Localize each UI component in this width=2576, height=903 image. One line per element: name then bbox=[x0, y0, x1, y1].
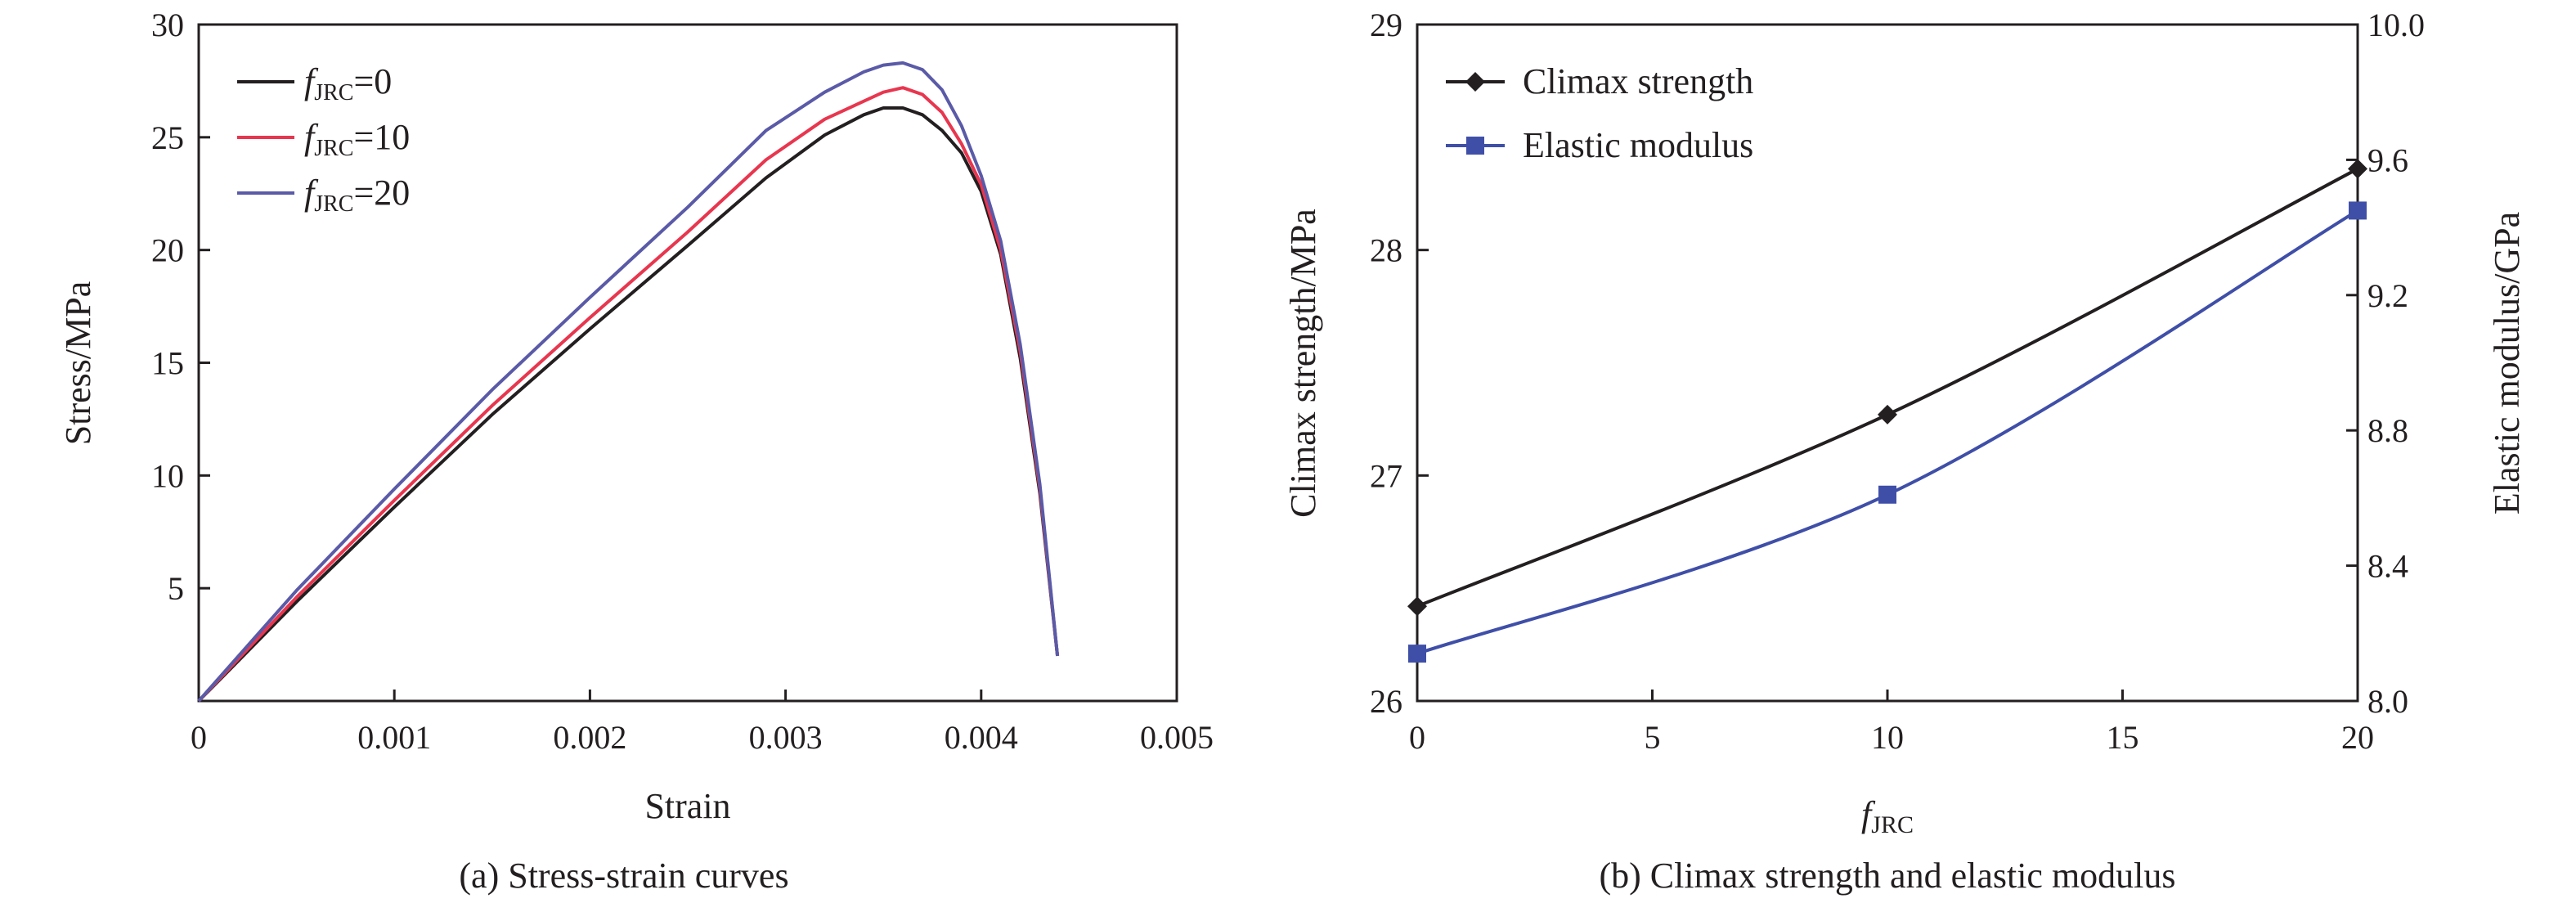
caption-b: (b) Climax strength and elastic modulus bbox=[1599, 856, 2175, 896]
legend-marker-diamond bbox=[1465, 72, 1485, 92]
caption-a: (a) Stress-strain curves bbox=[459, 856, 788, 896]
series-line-fjrc-10 bbox=[197, 86, 1060, 703]
legend-label-a: fJRC=20 bbox=[304, 173, 410, 217]
y-tick-label-a: 20 bbox=[151, 232, 184, 269]
x-tick-label-a: 0.005 bbox=[1140, 719, 1214, 756]
marker-diamond bbox=[1878, 404, 1897, 425]
marker-square bbox=[1408, 645, 1426, 663]
y-tick-label-b-right: 8.8 bbox=[2367, 412, 2408, 449]
y-tick-label-a: 25 bbox=[151, 119, 184, 156]
y-tick-label-a: 10 bbox=[151, 457, 184, 494]
y-tick-label-a: 15 bbox=[151, 345, 184, 382]
x-axis-label-b: fJRC bbox=[1861, 794, 1914, 838]
y-tick-label-b-left: 27 bbox=[1370, 457, 1402, 494]
x-tick-label-b: 0 bbox=[1409, 719, 1425, 756]
x-tick-label-a: 0.001 bbox=[357, 719, 431, 756]
marker-diamond bbox=[1407, 596, 1427, 617]
y-tick-label-b-left: 28 bbox=[1370, 232, 1402, 269]
marker-square bbox=[2349, 201, 2367, 220]
legend-label-b: Elastic modulus bbox=[1523, 125, 1753, 165]
chart-stress-strain: 0 0.001 0.002 0.003 0.004 0.005 5 10 15 20 25 30 St… bbox=[58, 7, 1214, 896]
x-tick-label-b: 20 bbox=[2341, 719, 2374, 756]
y-tick-label-b-right: 9.6 bbox=[2367, 142, 2408, 178]
x-tick-label-b: 10 bbox=[1871, 719, 1904, 756]
y-tick-label-b-left: 26 bbox=[1370, 683, 1402, 720]
y-tick-label-a: 30 bbox=[151, 7, 184, 43]
y-tick-label-a: 5 bbox=[168, 570, 184, 607]
legend-label-b: Climax strength bbox=[1523, 61, 1753, 101]
x-tick-label-a: 0.004 bbox=[945, 719, 1018, 756]
x-tick-label-a: 0 bbox=[191, 719, 207, 756]
x-tick-label-a: 0.002 bbox=[553, 719, 626, 756]
chart-climax-elastic: 0 5 10 15 20 26 27 28 29 8.0 8.4 8.8 9.2 9.6 10.0 Clim… bbox=[1283, 7, 2527, 896]
legend-b: Climax strength Elastic modulus bbox=[1446, 61, 1753, 165]
y-axis-label-b-left: Climax strength/MPa bbox=[1283, 209, 1323, 518]
y-axis-label-a: Stress/MPa bbox=[58, 281, 98, 445]
y-tick-label-b-right: 8.0 bbox=[2367, 683, 2408, 720]
x-tick-label-b: 15 bbox=[2107, 719, 2139, 756]
y-tick-label-b-right: 10.0 bbox=[2367, 7, 2425, 43]
x-axis-label-b-sub: JRC bbox=[1871, 811, 1914, 838]
series-line-fjrc-20 bbox=[197, 61, 1060, 703]
y-tick-label-b-right: 8.4 bbox=[2367, 548, 2408, 585]
series-line-elastic-modulus bbox=[1416, 209, 2359, 656]
series-line-climax-strength bbox=[1416, 167, 2358, 609]
y-axis-label-b-right: Elastic modulus/GPa bbox=[2487, 212, 2527, 514]
y-tick-label-b-left: 29 bbox=[1370, 7, 1402, 43]
x-tick-label-b: 5 bbox=[1645, 719, 1661, 756]
plot-frame-a bbox=[197, 23, 1178, 703]
x-tick-label-a: 0.003 bbox=[749, 719, 823, 756]
x-axis-label-a: Strain bbox=[644, 786, 730, 826]
y-tick-label-b-right: 9.2 bbox=[2367, 277, 2408, 314]
legend-label-a: fJRC=0 bbox=[304, 61, 392, 106]
legend-marker-square bbox=[1466, 137, 1484, 155]
legend-label-a: fJRC=10 bbox=[304, 117, 410, 161]
marker-square bbox=[1878, 485, 1896, 504]
marker-diamond bbox=[2348, 159, 2367, 179]
legend-a: fJRC=0 fJRC=10 fJRC=20 bbox=[237, 61, 410, 217]
